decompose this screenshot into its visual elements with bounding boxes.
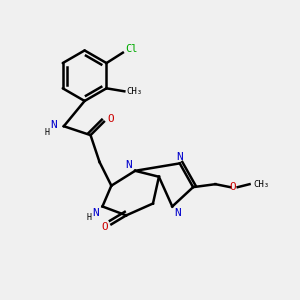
Text: H: H xyxy=(87,213,92,222)
Text: N: N xyxy=(50,120,57,130)
Text: N: N xyxy=(176,152,182,162)
Text: N: N xyxy=(174,208,181,218)
Text: H: H xyxy=(45,128,50,137)
Text: O: O xyxy=(101,222,108,232)
Text: N: N xyxy=(92,208,99,218)
Text: CH₃: CH₃ xyxy=(127,87,143,96)
Text: O: O xyxy=(229,182,236,192)
Text: O: O xyxy=(107,114,114,124)
Text: Cl: Cl xyxy=(125,44,137,54)
Text: N: N xyxy=(125,160,132,170)
Text: CH₃: CH₃ xyxy=(254,180,269,189)
